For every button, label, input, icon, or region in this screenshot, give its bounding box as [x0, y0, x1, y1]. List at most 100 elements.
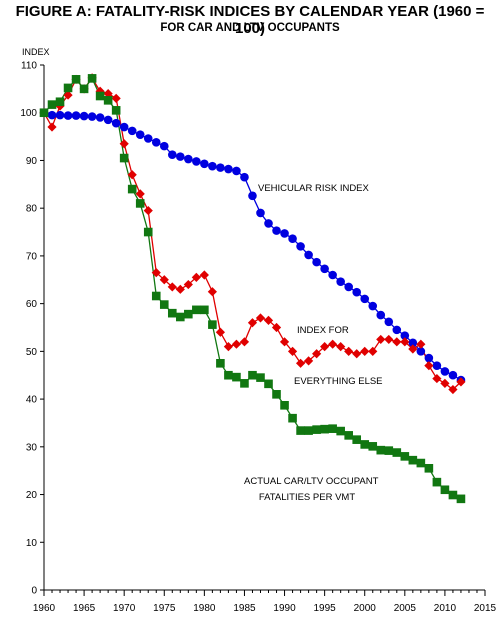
point-actual: [376, 445, 386, 455]
point-actual: [103, 96, 113, 105]
point-else: [47, 122, 57, 132]
y-tick-label: 0: [31, 586, 37, 597]
point-vehicular: [119, 122, 129, 132]
annotation-vehicular: VEHICULAR RISK INDEX: [258, 183, 370, 194]
point-vehicular: [320, 264, 329, 274]
point-else: [432, 373, 442, 384]
point-vehicular: [95, 113, 105, 122]
point-actual: [424, 463, 434, 473]
point-vehicular: [216, 163, 225, 172]
point-actual: [280, 400, 289, 410]
point-actual: [336, 426, 345, 436]
point-else: [215, 327, 225, 337]
y-tick-label: 50: [26, 347, 38, 358]
point-actual: [352, 435, 362, 444]
point-else: [183, 279, 193, 290]
point-else: [416, 339, 426, 349]
point-vehicular: [63, 111, 73, 120]
point-actual: [39, 108, 49, 118]
x-tick-label: 1970: [113, 603, 136, 614]
point-actual: [264, 379, 273, 389]
y-tick-label: 80: [26, 204, 38, 215]
x-tick-label: 1960: [33, 603, 56, 614]
y-tick-label: 70: [26, 251, 38, 262]
point-actual: [176, 312, 185, 322]
chart-title: FIGURE A: FATALITY-RISK INDICES BY CALEN…: [15, 3, 485, 37]
annotation-else: EVERYTHING ELSE: [294, 376, 383, 387]
point-actual: [232, 372, 241, 382]
point-vehicular: [328, 270, 337, 280]
point-else: [328, 339, 338, 349]
point-actual: [216, 358, 225, 368]
point-vehicular: [135, 130, 145, 139]
point-vehicular: [432, 361, 442, 370]
point-vehicular: [176, 152, 185, 161]
annotation-actual: FATALITIES PER VMT: [259, 492, 355, 503]
point-actual: [167, 308, 177, 318]
x-tick-label: 2010: [434, 603, 457, 614]
y-axis-label: INDEX: [22, 47, 50, 57]
point-actual: [296, 426, 305, 435]
point-else: [400, 337, 410, 347]
point-vehicular: [448, 370, 458, 380]
point-vehicular: [400, 331, 410, 340]
point-actual: [143, 227, 153, 237]
point-actual: [200, 305, 209, 315]
point-vehicular: [376, 310, 386, 320]
point-actual: [432, 477, 442, 487]
point-actual: [79, 84, 89, 94]
point-else: [175, 284, 185, 294]
point-actual: [368, 442, 378, 451]
point-vehicular: [127, 126, 137, 136]
point-else: [368, 346, 378, 356]
point-else: [167, 282, 177, 292]
point-else: [304, 356, 314, 366]
point-vehicular: [344, 282, 353, 292]
y-tick-label: 40: [26, 395, 38, 406]
point-actual: [135, 199, 145, 208]
x-tick-label: 1995: [314, 603, 337, 614]
point-vehicular: [336, 277, 345, 286]
point-else: [119, 139, 129, 149]
point-actual: [440, 485, 450, 495]
point-else: [199, 270, 209, 280]
point-actual: [224, 370, 233, 380]
point-actual: [456, 494, 466, 504]
point-else: [456, 377, 466, 387]
y-tick-label: 60: [26, 299, 38, 310]
point-actual: [248, 370, 257, 380]
point-vehicular: [151, 138, 161, 147]
point-vehicular: [143, 134, 153, 143]
series-lines: [43, 76, 462, 500]
point-else: [352, 349, 362, 359]
point-actual: [208, 320, 217, 329]
point-actual: [288, 413, 297, 423]
point-vehicular: [384, 317, 394, 327]
point-actual: [71, 75, 81, 84]
point-else: [263, 315, 274, 325]
point-else: [344, 346, 354, 356]
annotation-actual: ACTUAL CAR/LTV OCCUPANT: [244, 476, 379, 487]
x-tick-label: 1985: [233, 603, 256, 614]
point-actual: [304, 426, 313, 435]
point-else: [247, 318, 258, 328]
point-else: [320, 341, 330, 352]
point-vehicular: [248, 191, 257, 201]
point-else: [279, 337, 290, 347]
point-actual: [344, 431, 353, 440]
point-else: [392, 337, 402, 347]
point-vehicular: [360, 294, 370, 304]
point-actual: [328, 424, 337, 433]
point-vehicular: [272, 226, 281, 235]
point-vehicular: [184, 154, 193, 164]
point-vehicular: [288, 234, 297, 244]
point-vehicular: [368, 301, 378, 311]
point-else: [159, 275, 169, 285]
point-vehicular: [200, 159, 209, 169]
point-vehicular: [71, 111, 81, 120]
y-tick-label: 100: [20, 108, 37, 119]
point-vehicular: [352, 287, 362, 297]
point-vehicular: [304, 250, 313, 260]
point-vehicular: [264, 219, 273, 228]
point-vehicular: [208, 161, 217, 171]
